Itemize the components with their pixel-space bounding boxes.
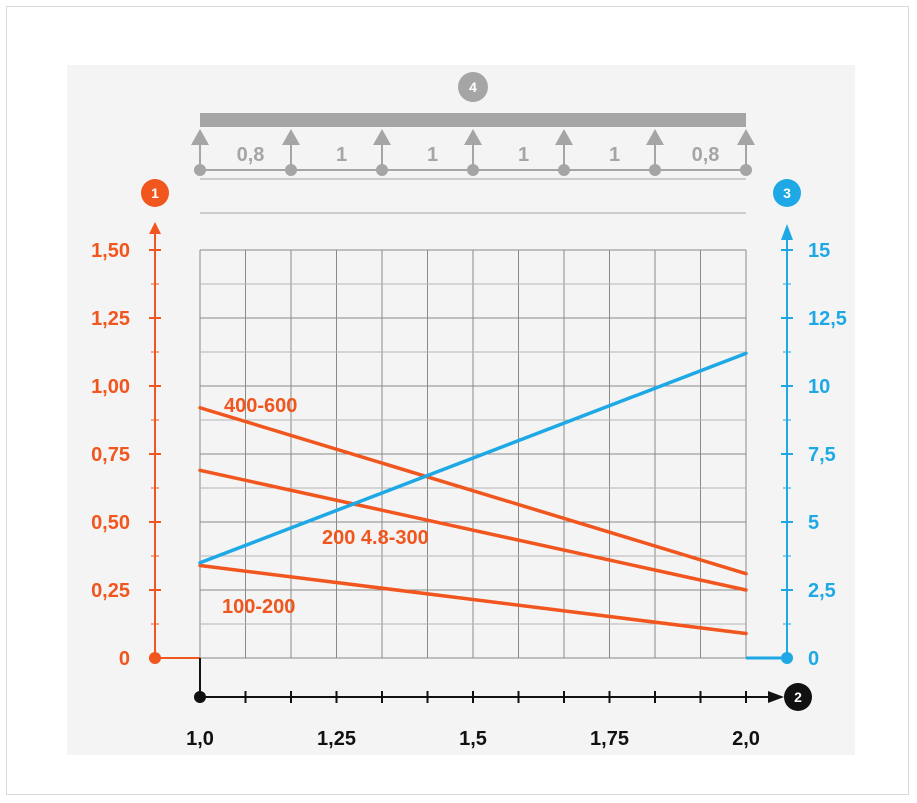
- series-line-200-4-8-300: [198, 468, 748, 592]
- left-axis-tick-label: 0,50: [91, 512, 130, 534]
- left-axis-tick-label: 0: [119, 648, 130, 670]
- beam-support-triangle: [737, 129, 755, 145]
- right-axis-tick-label: 7,5: [808, 444, 836, 466]
- marker-4-text: 4: [469, 79, 477, 95]
- right-axis-tick-label: 12,5: [808, 308, 847, 330]
- series-lines: [198, 351, 748, 636]
- beam-span-label: 0,8: [237, 144, 265, 166]
- series-line-100-200: [198, 563, 748, 636]
- beam-bar: [200, 113, 746, 127]
- marker-1-text: 1: [151, 185, 159, 201]
- bottom-axis-arrow: [768, 691, 784, 703]
- marker-3-circle: [773, 179, 801, 207]
- series-label-100-200: 100-200: [222, 596, 295, 618]
- beam-support-triangle: [282, 129, 300, 145]
- bottom-axis-tick-label: 1,75: [590, 728, 629, 750]
- left-axis-tick-label: 0,75: [91, 444, 130, 466]
- bottom-axis-tick-label: 2,0: [732, 728, 760, 750]
- series-label-400-600: 400-600: [224, 395, 297, 417]
- bottom-axis-tick-label: 1,5: [459, 728, 487, 750]
- beam-support-triangle: [191, 129, 209, 145]
- beam-span-label: 1: [609, 144, 620, 166]
- beam-support-triangle: [464, 129, 482, 145]
- beam-support-triangle: [373, 129, 391, 145]
- marker-3-text: 3: [783, 185, 791, 201]
- series-label-200-300: 200 4.8-300: [322, 527, 429, 549]
- series-line-400-600: [198, 406, 748, 576]
- beam-support-triangle: [646, 129, 664, 145]
- marker-1-circle: [141, 179, 169, 207]
- right-axis-tick-label: 5: [808, 512, 819, 534]
- beam-span-label: 1: [336, 144, 347, 166]
- left-axis-tick-label: 1,00: [91, 376, 130, 398]
- beam-span-labels: 0,8 1 1 1 1 0,8: [237, 144, 720, 166]
- beam-span-label: 1: [427, 144, 438, 166]
- left-axis-tick-label: 0,25: [91, 580, 130, 602]
- plot-grid: [199, 249, 747, 659]
- bottom-axis-tick-label: 1,25: [317, 728, 356, 750]
- right-axis-tick-label: 2,5: [808, 580, 836, 602]
- beam-support-triangle: [555, 129, 573, 145]
- beam-supports: [191, 129, 755, 176]
- beam-span-label: 1: [518, 144, 529, 166]
- chart-panel: [67, 65, 855, 755]
- left-axis-tick-label: 1,25: [91, 308, 130, 330]
- marker-2-circle: [784, 683, 812, 711]
- series-line-right-axis: [198, 351, 748, 565]
- bottom-axis-tick-label: 1,0: [186, 728, 214, 750]
- right-axis-tick-label: 0: [808, 648, 819, 670]
- left-axis-tick-label: 1,50: [91, 240, 130, 262]
- axes: 1 3 2: [141, 179, 812, 711]
- beam-span-label: 0,8: [692, 144, 720, 166]
- marker-4-circle: [458, 72, 488, 102]
- right-axis-tick-label: 10: [808, 376, 830, 398]
- beam-diagram: 0,8 1 1 1 1 0,8 4: [191, 72, 755, 214]
- marker-2-text: 2: [794, 689, 802, 705]
- axis-ticks: 0 0,25 0,50 0,75 1,00 1,25 1,50 0 2,5 5 7,5 10 12,5 1…: [91, 240, 847, 750]
- right-axis-arrow: [781, 224, 793, 240]
- right-axis-tick-label: 15: [808, 240, 830, 262]
